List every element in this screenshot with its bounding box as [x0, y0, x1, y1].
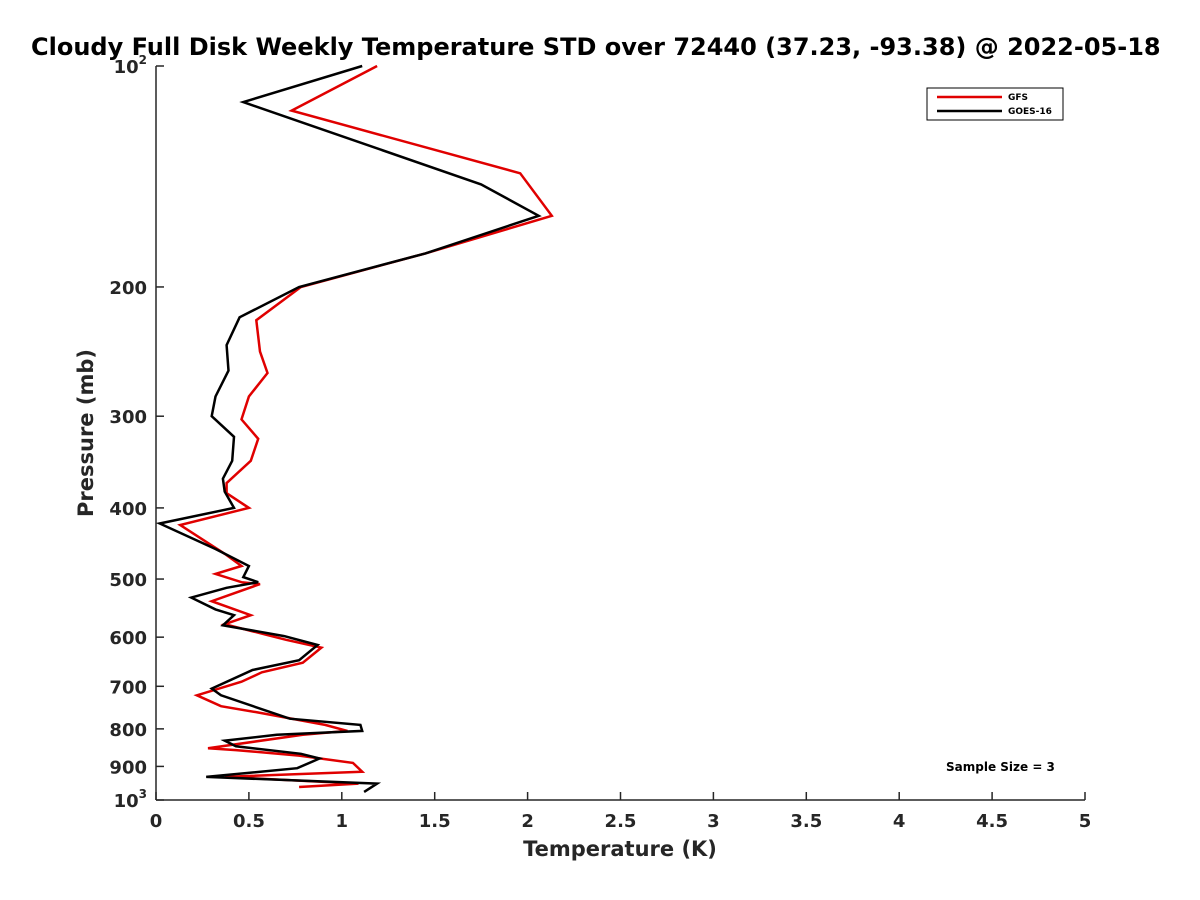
y-tick-label: 500: [109, 570, 147, 591]
x-tick-label: 4.5: [976, 811, 1008, 832]
y-axis-label: Pressure (mb): [74, 349, 98, 517]
legend-box: [926, 87, 1064, 121]
y-tick-label: 200: [109, 278, 147, 299]
legend-label-gfs: GFS: [1008, 93, 1028, 103]
chart-title: Cloudy Full Disk Weekly Temperature STD …: [31, 33, 1161, 61]
y-tick-label: 800: [109, 720, 147, 741]
x-tick-label: 2: [521, 811, 534, 832]
legend-label-goes16: GOES-16: [1008, 107, 1052, 117]
x-tick-label: 0.5: [233, 811, 265, 832]
series-line-gfs: [177, 64, 554, 789]
x-tick-label: 4: [893, 811, 906, 832]
x-tick-label: 2.5: [605, 811, 637, 832]
x-axis-ticks: 0 0.5 1 1.5 2 2.5 3 3.5 4 4.5 5: [150, 792, 1092, 832]
y-tick-label: 700: [109, 677, 147, 698]
y-axis-ticks: 102 200 300 400 500 600 700 800 900 103: [109, 53, 164, 812]
y-tick-label: 900: [109, 757, 147, 778]
plot-area: 0 0.5 1 1.5 2 2.5 3 3.5 4 4.5 5 102 200 300 400 500 600…: [109, 53, 1091, 832]
x-tick-label: 5: [1079, 811, 1092, 832]
y-tick-label: 600: [109, 628, 147, 649]
x-axis-label: Temperature (K): [523, 837, 717, 861]
series-layer: [155, 64, 554, 793]
y-tick-label: 300: [109, 407, 147, 428]
sample-size-annotation: Sample Size = 3: [946, 760, 1055, 774]
x-tick-label: 0: [150, 811, 163, 832]
y-tick-label: 103: [114, 787, 147, 812]
legend: GFS GOES-16: [926, 87, 1064, 121]
x-tick-label: 3.5: [790, 811, 822, 832]
x-tick-label: 3: [707, 811, 720, 832]
x-tick-label: 1.5: [419, 811, 451, 832]
series-line-goes-16: [155, 64, 542, 793]
y-tick-label: 400: [109, 499, 147, 520]
x-tick-label: 1: [336, 811, 349, 832]
y-tick-label: 102: [114, 53, 147, 78]
